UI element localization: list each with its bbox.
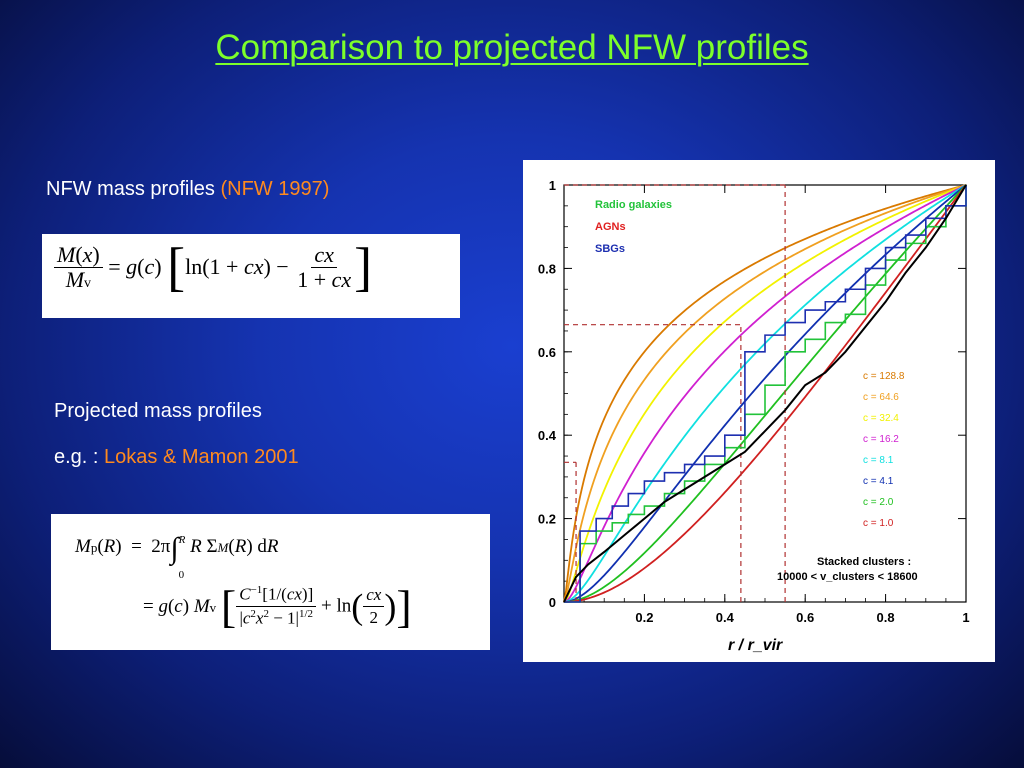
x-tick-label: 0.4 bbox=[716, 610, 735, 625]
y-tick-label: 0.8 bbox=[538, 261, 556, 276]
nfw-curve bbox=[563, 184, 967, 603]
nfw-curve bbox=[563, 184, 967, 603]
legend-c-value: c = 128.8 bbox=[863, 371, 905, 382]
nfw-curve bbox=[563, 184, 967, 603]
x-tick-label: 0.2 bbox=[635, 610, 653, 625]
nfw-equation-box: M(x) Mv = g(c) [ln(1 + cx) − cx 1 + cx] bbox=[42, 234, 460, 318]
nfw-curve bbox=[563, 184, 967, 603]
legend-c-value: c = 8.1 bbox=[863, 455, 894, 466]
nfw-curve bbox=[563, 184, 967, 603]
data-series-stacked-clusters bbox=[563, 184, 967, 603]
annotation-range: 10000 < v_clusters < 18600 bbox=[777, 571, 918, 583]
lokas-mamon-reference: Lokas & Mamon 2001 bbox=[104, 446, 299, 468]
annotation-title: Stacked clusters : bbox=[817, 556, 911, 568]
slide-title: Comparison to projected NFW profiles bbox=[215, 28, 809, 67]
nfw-reference: (NFW 1997) bbox=[220, 178, 330, 200]
x-tick-label: 1 bbox=[962, 610, 969, 625]
legend-c-value: c = 4.1 bbox=[863, 476, 894, 487]
x-tick-label: 0.6 bbox=[796, 610, 814, 625]
data-series-sbgs bbox=[564, 185, 967, 603]
projected-equation-line2: = g(c) Mv [C−1[1/(cx)] |c2x2 − 1|1/2 + ln… bbox=[143, 581, 412, 632]
y-tick-label: 0.4 bbox=[538, 428, 557, 443]
y-tick-label: 0.2 bbox=[538, 512, 556, 527]
projected-mass-label: Projected mass profiles bbox=[54, 400, 262, 422]
data-series-radio-galaxies bbox=[564, 185, 967, 603]
projected-equation-line1: Mp(R) = 2π∫R 0 R ΣM(R) dR bbox=[75, 532, 279, 582]
legend-entry: Radio galaxies bbox=[595, 199, 672, 211]
example-reference-line: e.g. : Lokas & Mamon 2001 bbox=[54, 446, 299, 469]
legend-c-value: c = 16.2 bbox=[863, 434, 899, 445]
mass-profile-chart: 0 0.2 0.4 0.6 0.8 1 0.2 0.4 0.6 0.8 1 Radio galaxi… bbox=[538, 178, 970, 654]
nfw-label-text: NFW mass profiles bbox=[46, 178, 221, 200]
y-tick-label: 1 bbox=[549, 178, 556, 193]
legend-entry: SBGs bbox=[595, 243, 625, 255]
projected-equation-box: Mp(R) = 2π∫R 0 R ΣM(R) dR = g(c) Mv [C−1[… bbox=[51, 514, 490, 650]
legend-c-value: c = 1.0 bbox=[863, 518, 894, 529]
legend-c-value: c = 64.6 bbox=[863, 392, 899, 403]
legend-c-value: c = 2.0 bbox=[863, 497, 894, 508]
legend-entry: AGNs bbox=[595, 221, 626, 233]
x-axis-label: r / r_vir bbox=[728, 637, 783, 654]
y-tick-label: 0.6 bbox=[538, 345, 556, 360]
chart-panel: 0 0.2 0.4 0.6 0.8 1 0.2 0.4 0.6 0.8 1 Radio galaxi… bbox=[523, 160, 995, 662]
x-tick-label: 0.8 bbox=[877, 610, 895, 625]
nfw-mass-profiles-label: NFW mass profiles (NFW 1997) bbox=[46, 178, 329, 201]
y-tick-label: 0 bbox=[549, 595, 556, 610]
nfw-equation: M(x) Mv = g(c) [ln(1 + cx) − cx 1 + cx] bbox=[54, 240, 372, 294]
eg-text: e.g. : bbox=[54, 446, 105, 468]
nfw-curve bbox=[563, 184, 967, 603]
legend-c-value: c = 32.4 bbox=[863, 413, 899, 424]
nfw-curve bbox=[563, 184, 967, 603]
